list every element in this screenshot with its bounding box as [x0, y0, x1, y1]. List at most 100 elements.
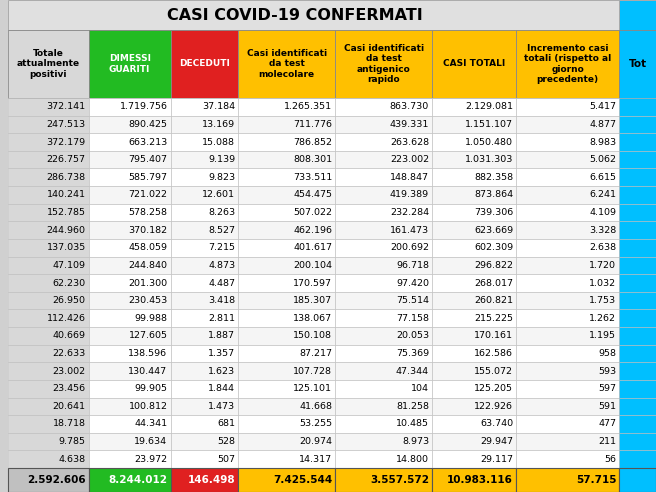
Bar: [516, 309, 619, 327]
Text: 462.196: 462.196: [293, 226, 332, 235]
Text: 8.973: 8.973: [402, 437, 429, 446]
Bar: [8, 292, 89, 309]
Bar: [516, 133, 619, 151]
Bar: [335, 116, 432, 133]
Bar: [238, 274, 335, 292]
Bar: [8, 256, 89, 274]
Bar: [619, 256, 656, 274]
Text: 44.341: 44.341: [134, 420, 167, 429]
Text: 1.262: 1.262: [589, 314, 617, 323]
Bar: [8, 274, 89, 292]
Bar: [432, 151, 516, 168]
Bar: [335, 292, 432, 309]
Bar: [89, 433, 171, 450]
Text: 711.776: 711.776: [293, 120, 332, 129]
Bar: [432, 116, 516, 133]
Bar: [171, 309, 238, 327]
Bar: [238, 415, 335, 433]
Bar: [432, 204, 516, 221]
Text: 733.511: 733.511: [293, 173, 332, 182]
Text: 20.974: 20.974: [299, 437, 332, 446]
Text: 15.088: 15.088: [202, 138, 236, 147]
Bar: [432, 168, 516, 186]
Text: 47.344: 47.344: [396, 367, 429, 375]
Text: 1.265.351: 1.265.351: [284, 102, 332, 111]
Bar: [432, 186, 516, 204]
Bar: [432, 292, 516, 309]
Text: 96.718: 96.718: [396, 261, 429, 270]
Bar: [171, 98, 238, 116]
Text: 439.331: 439.331: [390, 120, 429, 129]
Bar: [171, 468, 238, 492]
Bar: [8, 239, 89, 256]
Bar: [238, 98, 335, 116]
Bar: [619, 415, 656, 433]
Bar: [619, 30, 656, 98]
Bar: [619, 450, 656, 468]
Bar: [238, 309, 335, 327]
Bar: [89, 204, 171, 221]
Text: 1.719.756: 1.719.756: [119, 102, 167, 111]
Text: 201.300: 201.300: [129, 278, 167, 287]
Bar: [432, 309, 516, 327]
Bar: [516, 239, 619, 256]
Bar: [238, 168, 335, 186]
Bar: [432, 398, 516, 415]
Bar: [238, 30, 335, 98]
Text: 75.369: 75.369: [396, 349, 429, 358]
Text: 75.514: 75.514: [396, 296, 429, 305]
Bar: [335, 450, 432, 468]
Text: 8.983: 8.983: [589, 138, 617, 147]
Bar: [89, 116, 171, 133]
Bar: [8, 433, 89, 450]
Text: Totale
attualmente
positivi: Totale attualmente positivi: [17, 49, 80, 79]
Text: 62.230: 62.230: [52, 278, 86, 287]
Bar: [89, 362, 171, 380]
Text: 1.050.480: 1.050.480: [465, 138, 513, 147]
Bar: [432, 98, 516, 116]
Bar: [516, 468, 619, 492]
Bar: [516, 327, 619, 345]
Text: 419.389: 419.389: [390, 190, 429, 199]
Text: 140.241: 140.241: [47, 190, 86, 199]
Bar: [171, 256, 238, 274]
Bar: [335, 186, 432, 204]
Bar: [8, 415, 89, 433]
Text: 1.032: 1.032: [589, 278, 617, 287]
Text: 2.811: 2.811: [209, 314, 236, 323]
Text: 107.728: 107.728: [293, 367, 332, 375]
Text: 721.022: 721.022: [129, 190, 167, 199]
Bar: [516, 256, 619, 274]
Text: 170.597: 170.597: [293, 278, 332, 287]
Text: 19.634: 19.634: [134, 437, 167, 446]
Bar: [238, 362, 335, 380]
Bar: [432, 380, 516, 398]
Bar: [8, 186, 89, 204]
Bar: [238, 151, 335, 168]
Text: 593: 593: [598, 367, 617, 375]
Text: 20.641: 20.641: [52, 402, 86, 411]
Text: 1.753: 1.753: [589, 296, 617, 305]
Text: 4.487: 4.487: [209, 278, 236, 287]
Bar: [89, 151, 171, 168]
Text: 211: 211: [598, 437, 617, 446]
Text: 14.317: 14.317: [299, 455, 332, 463]
Bar: [335, 221, 432, 239]
Text: 591: 591: [598, 402, 617, 411]
Text: 232.284: 232.284: [390, 208, 429, 217]
Bar: [619, 186, 656, 204]
Text: 3.328: 3.328: [589, 226, 617, 235]
Text: 138.067: 138.067: [293, 314, 332, 323]
Text: 125.205: 125.205: [474, 384, 513, 393]
Bar: [432, 433, 516, 450]
Text: CASI TOTALI: CASI TOTALI: [443, 60, 505, 68]
Text: 56: 56: [604, 455, 617, 463]
Text: 3.557.572: 3.557.572: [370, 475, 429, 485]
Text: 29.117: 29.117: [480, 455, 513, 463]
Bar: [619, 468, 656, 492]
Bar: [335, 256, 432, 274]
Bar: [432, 362, 516, 380]
Bar: [89, 133, 171, 151]
Bar: [619, 133, 656, 151]
Bar: [171, 433, 238, 450]
